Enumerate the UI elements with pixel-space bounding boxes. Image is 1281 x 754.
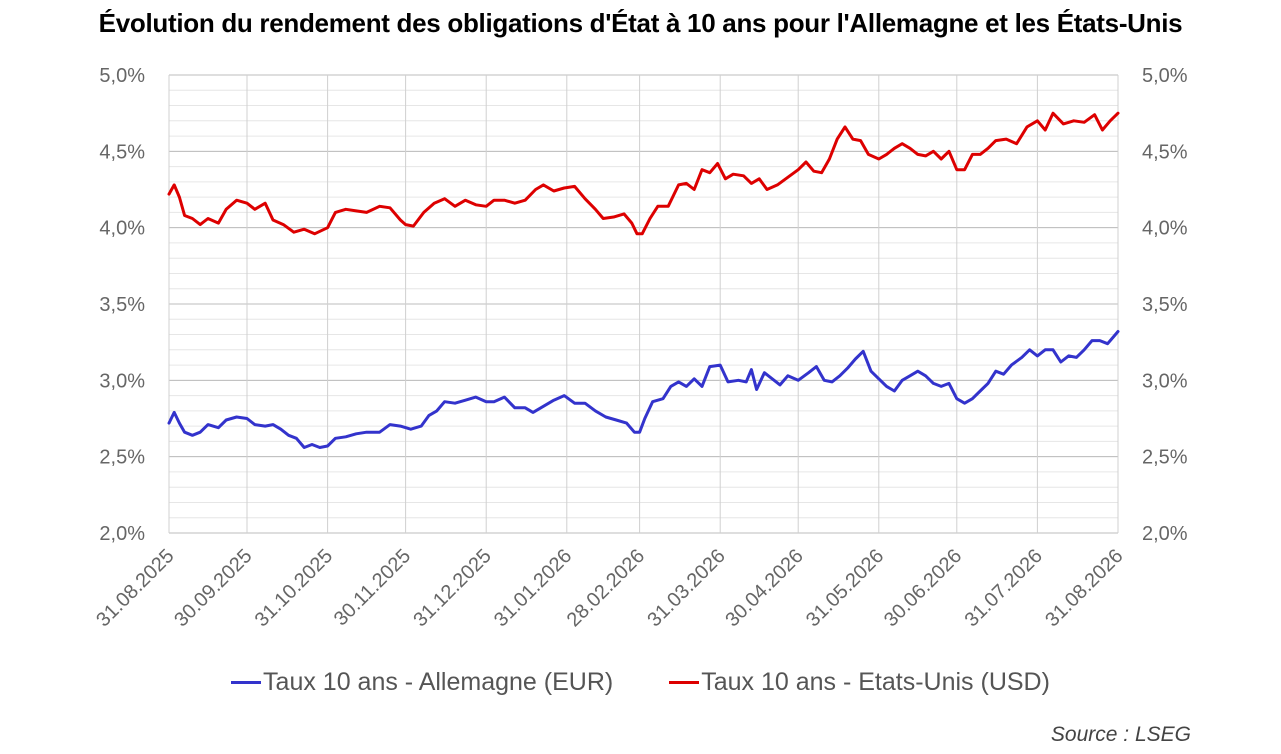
legend: Taux 10 ans - Allemagne (EUR) Taux 10 an…: [0, 668, 1281, 697]
x-tick-label: 31.12.2025: [409, 545, 495, 631]
legend-label-germany: Taux 10 ans - Allemagne (EUR): [263, 668, 614, 696]
x-tick-label: 30.06.2026: [880, 545, 966, 631]
y-axis-left: 2,0% 2,5% 3,0% 3,5% 4,0% 4,5% 5,0%: [99, 65, 145, 545]
y-tick-label-right: 4,0%: [1142, 218, 1188, 240]
series-lines: [167, 111, 1120, 449]
x-tick-label: 31.03.2026: [643, 545, 729, 631]
x-tick-label: 30.09.2025: [170, 545, 256, 631]
y-tick-label-left: 4,5%: [99, 141, 145, 163]
chart-title: Évolution du rendement des obligations d…: [98, 8, 1183, 38]
y-tick-label-left: 3,0%: [99, 370, 145, 392]
y-tick-label-left: 3,5%: [99, 294, 145, 316]
x-tick-label: 31.10.2025: [251, 545, 337, 631]
x-axis: 31.08.202530.09.202531.10.202530.11.2025…: [92, 545, 1127, 631]
x-tick-label: 31.07.2026: [961, 545, 1047, 631]
legend-item-germany: Taux 10 ans - Allemagne (EUR): [231, 668, 613, 697]
vertical-gridlines: [168, 75, 1119, 533]
x-tick-label: 31.05.2026: [802, 545, 888, 631]
y-tick-label-right: 4,5%: [1142, 141, 1188, 163]
y-tick-label-right: 2,5%: [1142, 447, 1188, 469]
y-tick-label-right: 3,0%: [1142, 370, 1188, 392]
x-tick-label: 30.11.2025: [330, 545, 415, 630]
y-tick-label-left: 2,5%: [99, 447, 145, 469]
y-tick-label-right: 2,0%: [1142, 523, 1188, 545]
x-tick-label: 31.08.2025: [92, 545, 178, 631]
y-tick-label-left: 2,0%: [99, 523, 145, 545]
legend-label-usa: Taux 10 ans - Etats-Unis (USD): [701, 668, 1050, 696]
y-tick-label-right: 5,0%: [1142, 65, 1188, 87]
x-tick-label: 31.01.2026: [490, 545, 576, 631]
y-tick-label-right: 3,5%: [1142, 294, 1188, 316]
y-tick-label-left: 5,0%: [99, 65, 145, 87]
series-line-germany: [167, 330, 1120, 449]
x-tick-label: 30.04.2026: [721, 545, 807, 631]
legend-swatch-germany: [231, 681, 262, 684]
source-note: Source : LSEG: [1050, 723, 1191, 746]
major-gridlines: [169, 74, 1118, 534]
y-axis-right: 2,0% 2,5% 3,0% 3,5% 4,0% 4,5% 5,0%: [1142, 65, 1188, 545]
y-tick-label-left: 4,0%: [99, 218, 145, 240]
x-tick-label: 28.02.2026: [563, 545, 649, 631]
series-line-usa: [167, 111, 1120, 236]
legend-swatch-usa: [669, 681, 700, 684]
x-tick-label: 31.08.2026: [1041, 545, 1127, 631]
legend-item-usa: Taux 10 ans - Etats-Unis (USD): [669, 668, 1050, 697]
